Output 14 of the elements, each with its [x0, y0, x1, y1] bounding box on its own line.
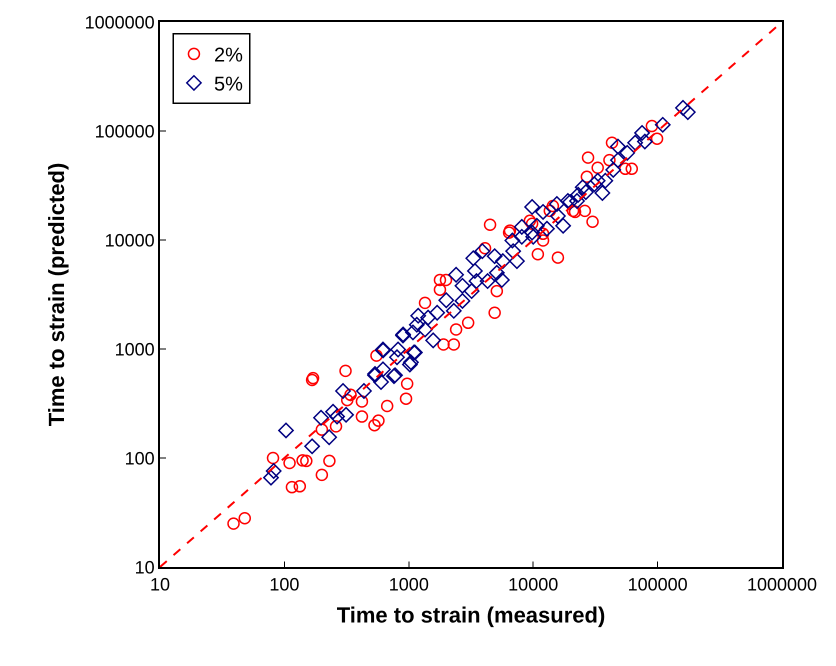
y-tick-label: 100: [124, 448, 155, 468]
x-tick-label: 10000: [508, 574, 558, 594]
legend-label: 5%: [214, 74, 244, 96]
y-tick-label: 10000: [104, 230, 155, 250]
y-tick-label: 100000: [94, 121, 155, 142]
y-tick-label: 1000000: [84, 12, 155, 32]
x-axis-title: Time to strain (measured): [336, 602, 606, 628]
x-tick-label: 1000000: [746, 574, 818, 594]
y-axis-title: Time to strain (predicted): [44, 162, 69, 426]
y-tick-label: 1000: [114, 339, 155, 360]
x-tick-label: 1000: [388, 574, 429, 594]
legend-label: 2%: [214, 44, 244, 67]
x-tick-label: 100: [269, 574, 300, 594]
x-tick-label: 100000: [628, 574, 688, 594]
